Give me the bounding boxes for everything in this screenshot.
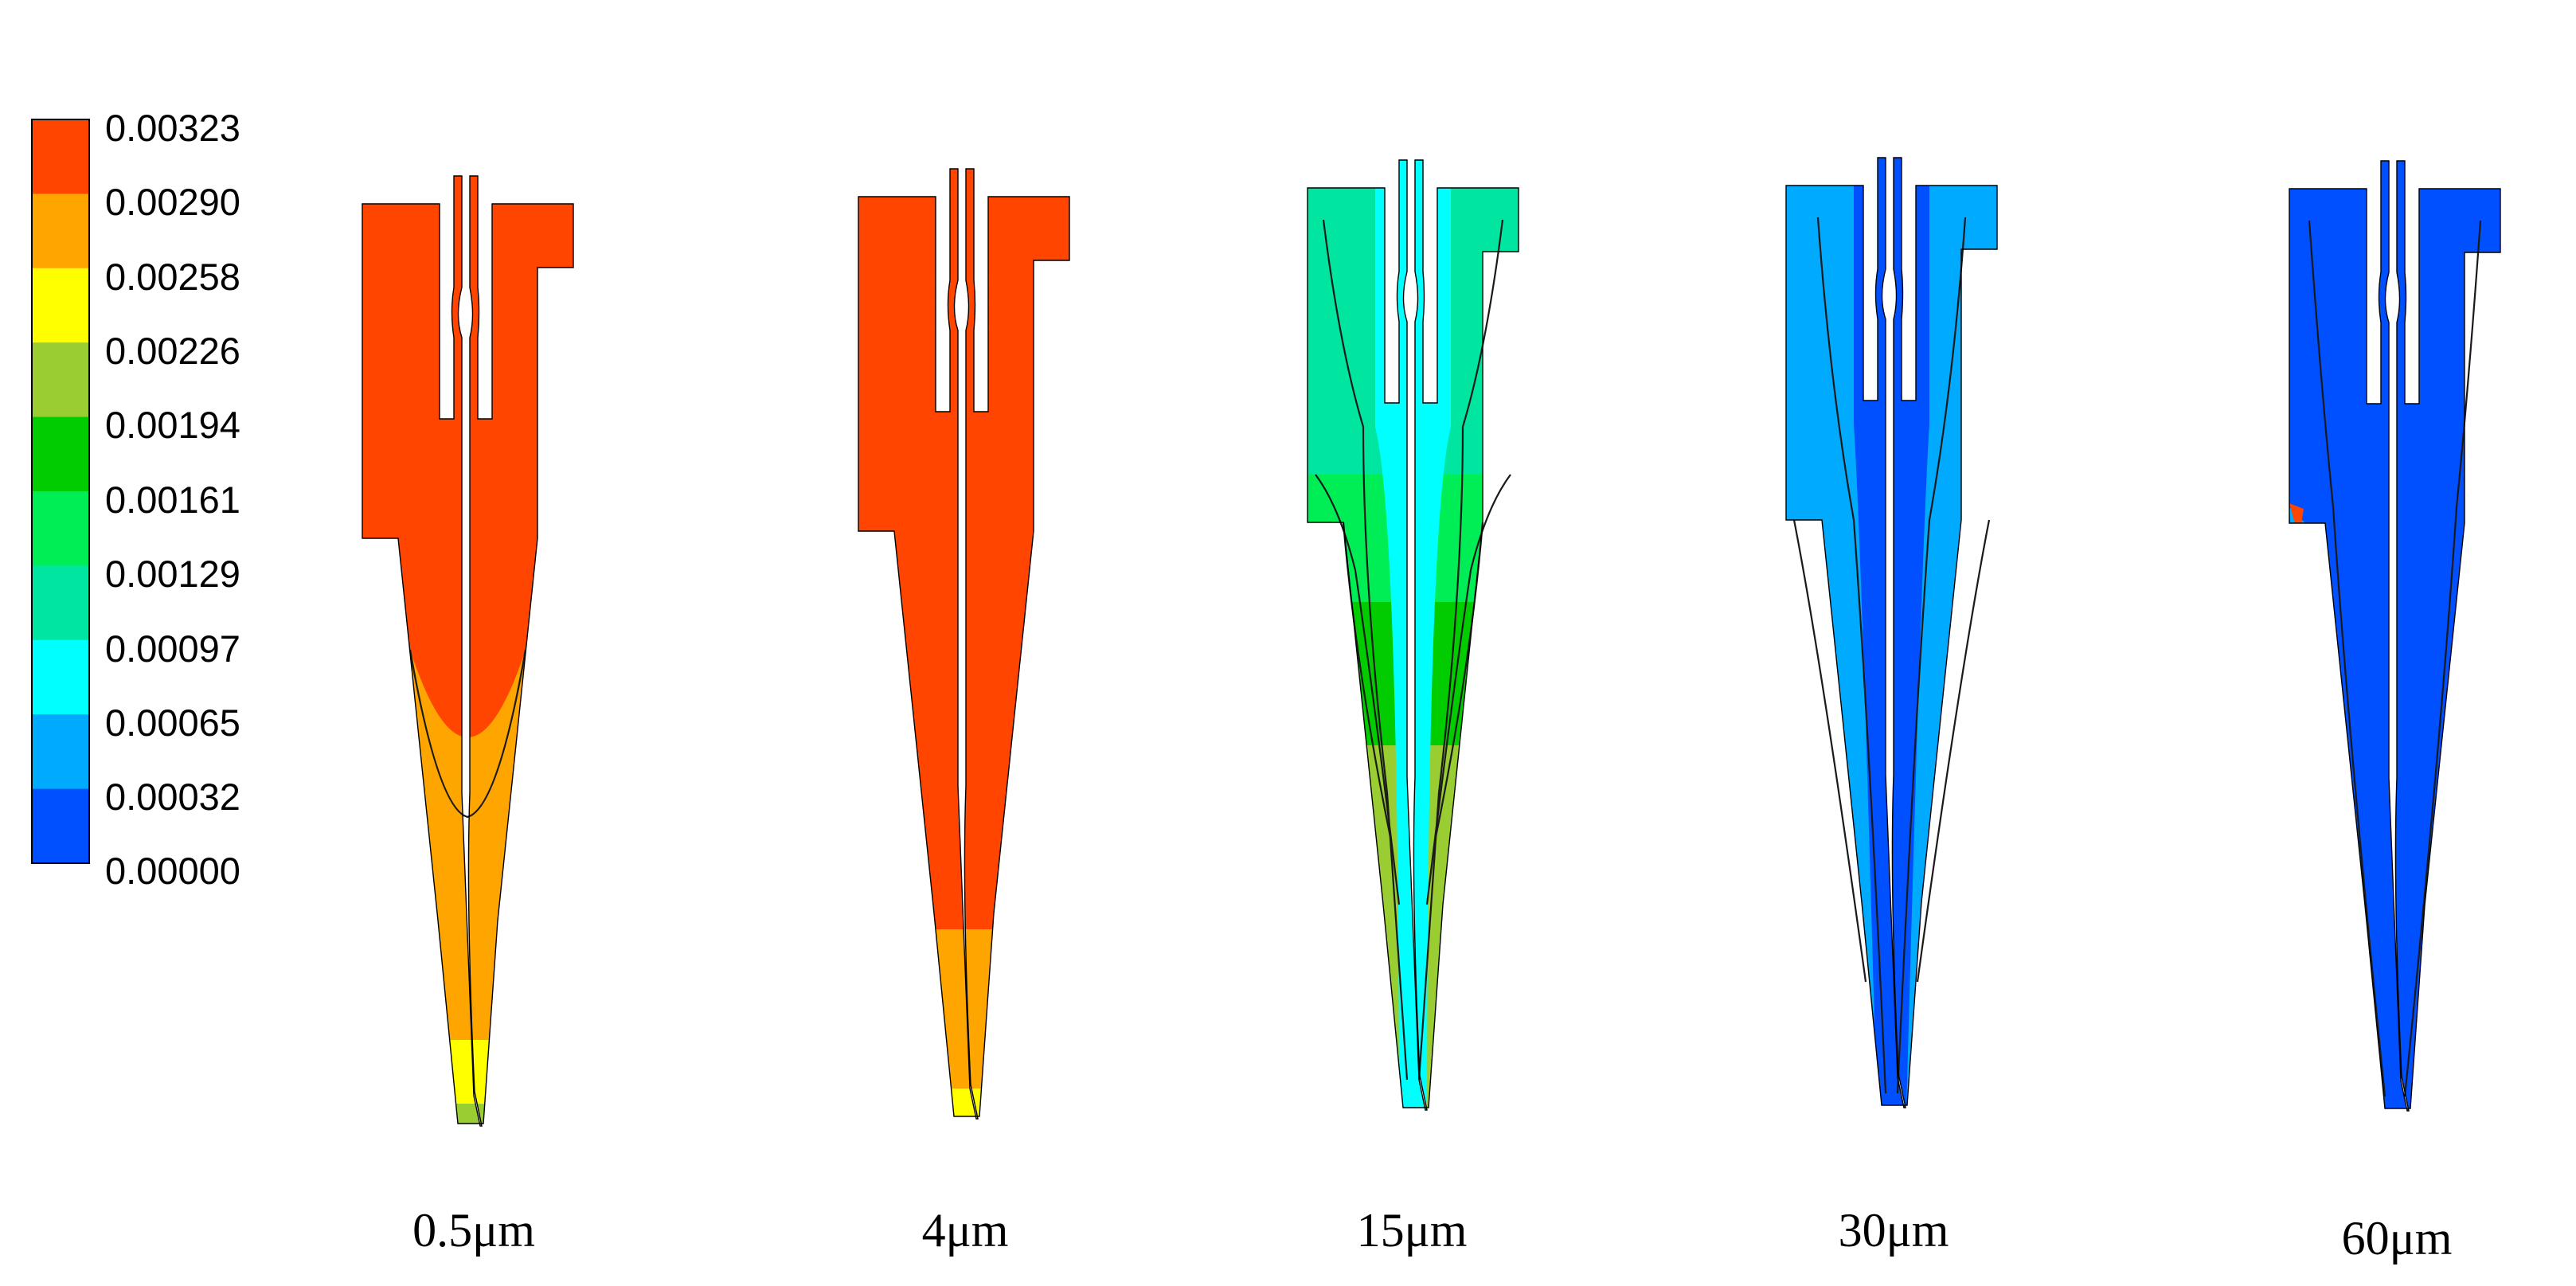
contour-panel-4um [858,168,1070,1120]
colorbar-label: 0.00000 [105,850,240,892]
colorbar-swatch [32,193,89,269]
contour-panel-15um [1307,159,1519,1111]
colorbar-swatch [32,268,89,343]
panel-caption: 15μm [1357,1204,1468,1257]
colorbar-swatch [32,565,89,641]
colorbar-label: 0.00065 [105,702,240,744]
colorbar-swatch [32,119,89,194]
panel-captions: 0.5μm 4μm 15μm 30μm 60μm [412,1204,2452,1265]
colorbar-label: 0.00323 [105,107,240,149]
colorbar-swatch [32,416,89,492]
contour-panel-30um [1785,157,1998,1108]
colorbar-label: 0.00226 [105,330,240,372]
contour-panel-0-5um [362,175,574,1127]
colorbar-swatch [32,491,89,566]
colorbar-label: 0.00290 [105,181,240,223]
panel-caption: 0.5μm [412,1204,535,1257]
colorbar-label: 0.00097 [105,627,240,670]
panel-caption: 4μm [922,1204,1009,1257]
panel-caption: 60μm [2342,1212,2453,1265]
colorbar-label: 0.00194 [105,404,240,446]
colorbar-swatch [32,714,89,790]
colorbar-swatch [32,788,89,864]
colorbar-frame [31,119,90,864]
panel-caption: 30μm [1839,1204,1949,1257]
colorbar: 0.00323 0.00290 0.00258 0.00226 0.00194 … [31,107,240,892]
colorbar-swatch [32,342,89,418]
colorbar-label: 0.00258 [105,256,240,298]
colorbar-label: 0.00032 [105,776,240,818]
colorbar-label: 0.00129 [105,553,240,595]
colorbar-swatches [32,119,89,864]
colorbar-labels: 0.00323 0.00290 0.00258 0.00226 0.00194 … [105,107,240,892]
colorbar-label: 0.00161 [105,479,240,521]
colorbar-swatch [32,639,89,715]
contour-panel-60um [2289,160,2501,1112]
